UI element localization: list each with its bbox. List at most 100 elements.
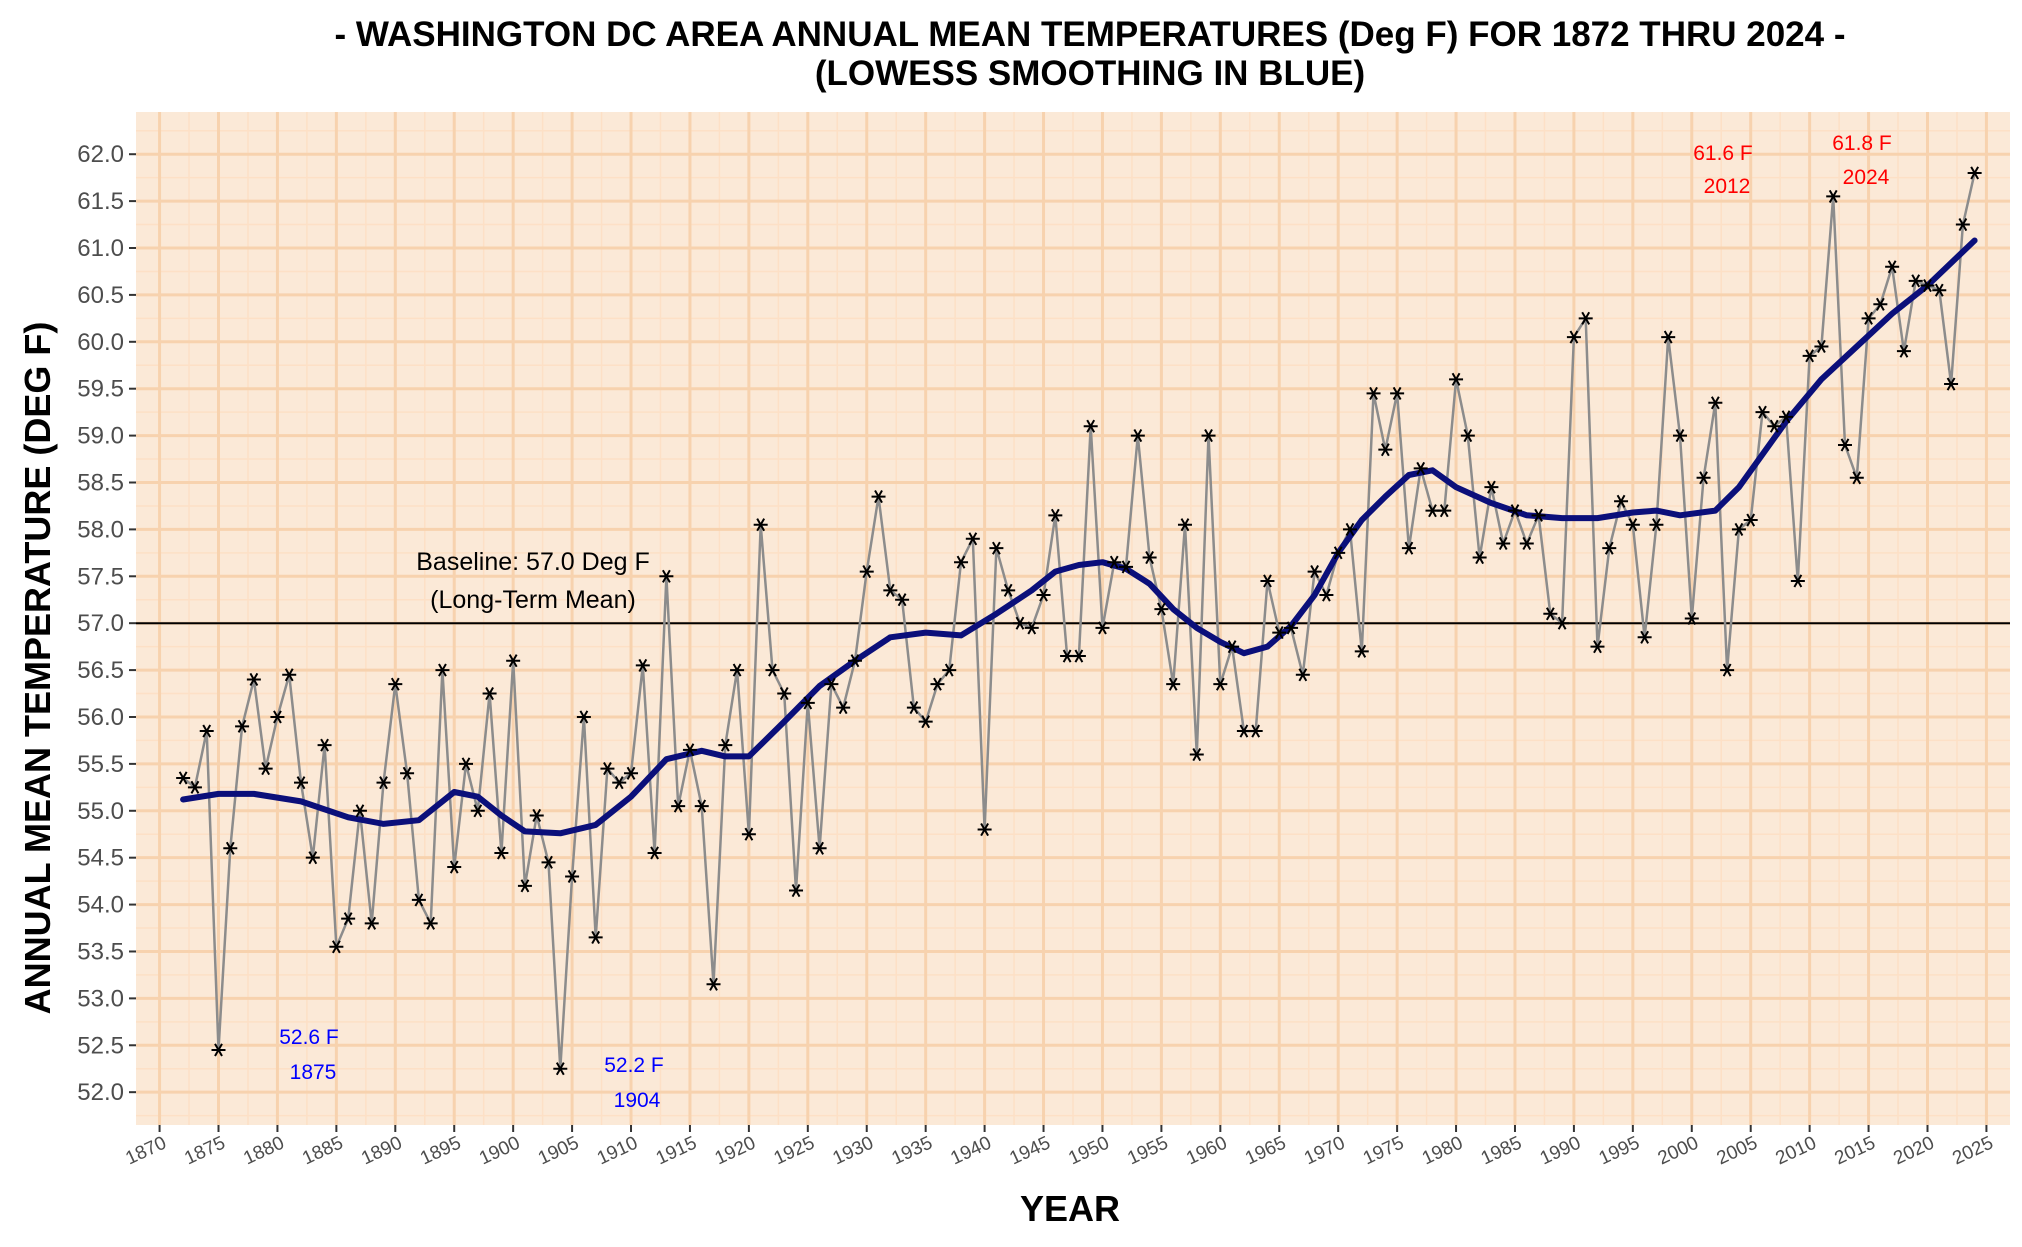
data-point <box>1024 621 1039 635</box>
data-point <box>1720 663 1735 677</box>
data-point <box>1625 518 1640 532</box>
y-tick-label: 54.5 <box>77 845 124 872</box>
data-point <box>1496 536 1511 551</box>
data-point <box>506 654 521 668</box>
low-1875-value: 52.6 F <box>279 1026 339 1049</box>
baseline-sublabel: (Long-Term Mean) <box>430 586 636 614</box>
y-axis-ticks: 52.0 52.5 53.0 53.5 54.0 54.5 55.0 55.5 56.0 56.5… <box>77 141 136 1106</box>
y-tick-label: 58.5 <box>77 469 124 496</box>
data-point <box>671 799 686 813</box>
data-point <box>270 710 285 724</box>
data-point <box>1555 616 1570 630</box>
data-point <box>1637 630 1652 644</box>
data-point <box>694 799 709 813</box>
data-point <box>624 766 639 780</box>
data-point <box>1484 480 1499 494</box>
baseline-label: Baseline: 57.0 Deg F <box>416 548 649 576</box>
data-point <box>1602 541 1617 555</box>
data-point <box>1083 419 1098 433</box>
data-point <box>836 701 851 715</box>
chart-title: - WASHINGTON DC AREA ANNUAL MEAN TEMPERA… <box>335 15 1846 54</box>
data-point <box>1260 574 1275 588</box>
data-point <box>329 940 344 954</box>
data-point <box>1437 504 1452 518</box>
data-point <box>847 654 862 668</box>
y-tick-label: 62.0 <box>77 141 124 168</box>
data-point <box>423 916 438 930</box>
data-point <box>1826 189 1841 203</box>
data-point <box>376 776 391 790</box>
data-point <box>1130 429 1145 443</box>
y-tick-label: 53.0 <box>77 985 124 1012</box>
data-point <box>1201 429 1216 443</box>
annotations: Baseline: 57.0 Deg F (Long-Term Mean) 52… <box>279 132 1892 1112</box>
data-point <box>1861 311 1876 325</box>
data-point <box>1354 644 1369 658</box>
data-point <box>1932 283 1947 297</box>
data-point <box>235 719 250 733</box>
data-point <box>470 804 485 818</box>
data-point <box>364 916 379 930</box>
data-point <box>529 808 544 823</box>
data-point <box>1790 574 1805 588</box>
data-point <box>682 743 697 757</box>
data-point <box>883 583 898 597</box>
data-point <box>930 677 945 691</box>
data-point <box>789 883 804 898</box>
data-point <box>1566 330 1581 344</box>
data-point <box>906 701 921 715</box>
data-point <box>1779 410 1794 424</box>
data-point <box>1519 536 1534 551</box>
data-point <box>1342 522 1357 536</box>
data-point <box>1649 518 1664 532</box>
y-tick-label: 59.5 <box>77 376 124 403</box>
data-point <box>400 766 415 780</box>
low-1904-value: 52.2 F <box>604 1054 664 1077</box>
data-point <box>1366 386 1381 400</box>
data-point <box>1095 621 1110 635</box>
y-tick-label: 56.0 <box>77 704 124 731</box>
low-1875-year: 1875 <box>290 1061 337 1084</box>
high-2024-year: 2024 <box>1843 166 1890 189</box>
data-point <box>1472 550 1487 565</box>
high-2012-year: 2012 <box>1704 175 1751 198</box>
data-point <box>1048 508 1063 522</box>
y-tick-label: 60.0 <box>77 329 124 356</box>
data-point <box>1967 166 1982 180</box>
y-tick-label: 52.5 <box>77 1032 124 1059</box>
y-tick-label: 57.5 <box>77 563 124 590</box>
data-point <box>223 841 238 855</box>
y-tick-label: 56.5 <box>77 657 124 684</box>
data-point <box>635 658 650 672</box>
y-tick-label: 58.0 <box>77 516 124 543</box>
data-point <box>1837 438 1852 452</box>
data-point <box>895 593 910 607</box>
data-point <box>1001 583 1016 597</box>
x-axis-title: YEAR <box>1020 1188 1120 1229</box>
data-point <box>871 490 886 504</box>
data-point <box>1802 349 1817 363</box>
data-point <box>1107 555 1122 569</box>
data-point <box>1213 677 1228 691</box>
data-point <box>1543 607 1558 621</box>
data-point <box>305 851 320 865</box>
data-point <box>411 893 426 907</box>
data-point <box>1012 616 1027 630</box>
data-point <box>1590 640 1605 654</box>
data-point <box>989 541 1004 555</box>
data-point <box>1272 626 1287 640</box>
y-tick-label: 61.0 <box>77 235 124 262</box>
data-point <box>588 930 603 944</box>
data-point <box>517 879 532 893</box>
data-point <box>1390 386 1405 400</box>
data-point <box>211 1043 226 1057</box>
data-point <box>1849 471 1864 485</box>
data-point <box>459 757 474 771</box>
data-point <box>647 846 662 860</box>
data-point <box>1696 471 1711 485</box>
y-tick-label: 60.5 <box>77 282 124 309</box>
data-point <box>1060 649 1075 663</box>
data-point <box>1142 550 1157 565</box>
